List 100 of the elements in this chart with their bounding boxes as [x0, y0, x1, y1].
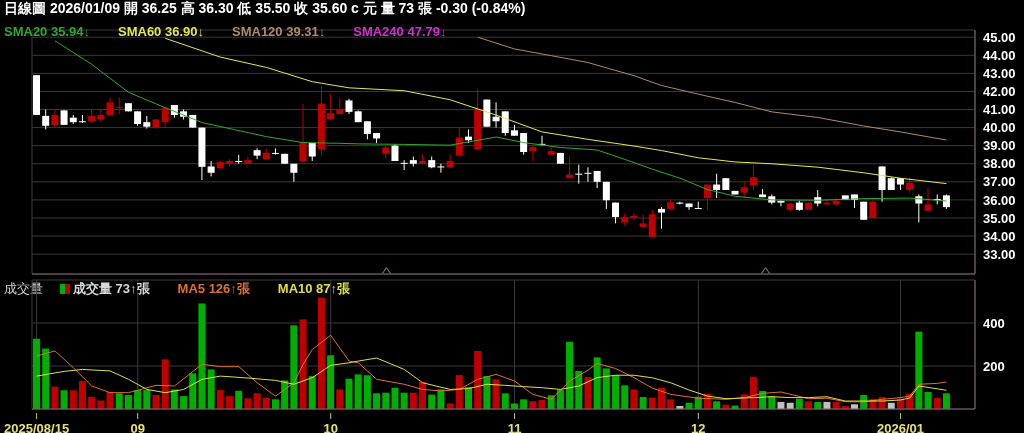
text: MA10 87↑張: [277, 280, 351, 298]
candlestick: [648, 209, 656, 238]
bar: [253, 393, 261, 409]
y-tick-label: 36.00: [983, 192, 1016, 208]
candlestick: [520, 132, 528, 156]
y-tick-label: 35.00: [983, 210, 1016, 226]
bar: [520, 399, 528, 409]
y-tick-label: 41.00: [983, 102, 1016, 118]
bar: [124, 395, 132, 409]
bar: [483, 376, 491, 409]
bar: [354, 374, 362, 409]
bar: [437, 389, 445, 409]
bar: [33, 338, 40, 409]
candlestick: [924, 187, 932, 212]
bar: [621, 385, 629, 409]
bar: [327, 355, 335, 409]
bar: [336, 389, 344, 409]
bar: [189, 373, 197, 409]
candlestick: [455, 127, 463, 157]
x-tick-label: 2026/01: [877, 421, 925, 433]
series-label: SMA20 35.94↓: [4, 24, 90, 39]
bar: [409, 392, 417, 409]
candlestick: [630, 212, 638, 222]
bar: [391, 387, 399, 409]
y-tick-label: 42.00: [983, 84, 1016, 100]
bar: [235, 390, 243, 409]
bar: [363, 375, 371, 409]
candlestick: [584, 166, 592, 183]
bar: [180, 396, 188, 409]
bar: [584, 376, 592, 409]
bar: [308, 376, 316, 409]
candlestick: [271, 147, 279, 156]
bar: [69, 390, 77, 409]
y-tick-label: 43.00: [983, 65, 1016, 81]
bar: [244, 398, 252, 409]
bar: [942, 393, 950, 409]
y-tick-label: 34.00: [983, 228, 1016, 244]
bar: [97, 400, 105, 409]
bar: [317, 297, 325, 409]
candlestick: [253, 147, 261, 160]
legend-label: SMA240 47.79↓: [353, 24, 447, 39]
bar: [630, 389, 638, 409]
bar: [198, 303, 206, 409]
bar: [667, 399, 675, 409]
bar: [382, 392, 390, 409]
bar: [143, 390, 151, 409]
candlestick: [42, 109, 50, 130]
y-tick-label: 40.00: [983, 120, 1016, 136]
bar: [612, 375, 620, 409]
x-tick-label: 09: [130, 421, 145, 433]
x-tick-label: 10: [323, 421, 338, 433]
bar: [226, 396, 234, 409]
x-tick-label: 12: [691, 421, 706, 433]
bar: [42, 348, 50, 409]
bar: [290, 325, 298, 409]
bar: [602, 368, 610, 409]
bar: [492, 379, 500, 409]
bar: [428, 394, 436, 409]
bar: [639, 396, 647, 409]
bar: [134, 390, 142, 409]
candlestick: [657, 206, 665, 230]
bar: [216, 390, 224, 409]
bar: [575, 370, 583, 409]
candlestick: [207, 160, 215, 177]
bar: [51, 386, 59, 409]
bar: [400, 392, 408, 409]
line-series: [164, 37, 948, 185]
x-tick-label: 11: [507, 421, 522, 433]
candlestick: [575, 164, 583, 185]
bar: [474, 350, 482, 409]
candlestick: [777, 200, 785, 207]
y-tick-label: 400: [983, 315, 1005, 331]
candlestick: [713, 173, 721, 199]
bar: [299, 319, 307, 409]
bar: [510, 403, 518, 409]
bar: [556, 390, 564, 409]
y-tick-label: 39.00: [983, 138, 1016, 154]
line-series: [477, 36, 948, 141]
bar: [152, 395, 160, 409]
candlestick: [106, 97, 114, 117]
candlestick: [749, 164, 757, 191]
candlestick: [400, 159, 408, 171]
bar: [933, 398, 941, 409]
text: SMA120 39.31↓: [232, 24, 326, 39]
y-tick-label: 37.00: [983, 174, 1016, 190]
bar: [115, 393, 123, 409]
bar: [161, 359, 169, 409]
bar: [345, 378, 353, 409]
bar: [529, 401, 537, 409]
line-series: [36, 334, 948, 403]
bar: [593, 357, 601, 409]
bar: [455, 375, 463, 409]
bar: [915, 331, 923, 409]
line-series: [36, 357, 948, 402]
candlestick: [363, 120, 371, 140]
bar: [271, 399, 279, 409]
y-tick-label: 200: [983, 358, 1005, 374]
candlestick: [299, 103, 307, 164]
candlestick: [501, 110, 509, 137]
candlestick: [115, 97, 123, 115]
